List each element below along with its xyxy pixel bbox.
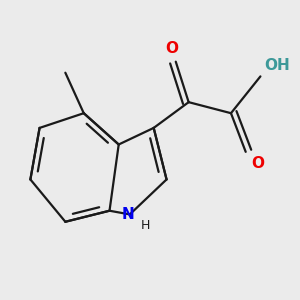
Text: OH: OH: [264, 58, 290, 73]
Text: N: N: [122, 207, 134, 222]
Text: O: O: [251, 155, 264, 170]
Text: O: O: [166, 41, 178, 56]
Text: H: H: [140, 219, 150, 232]
